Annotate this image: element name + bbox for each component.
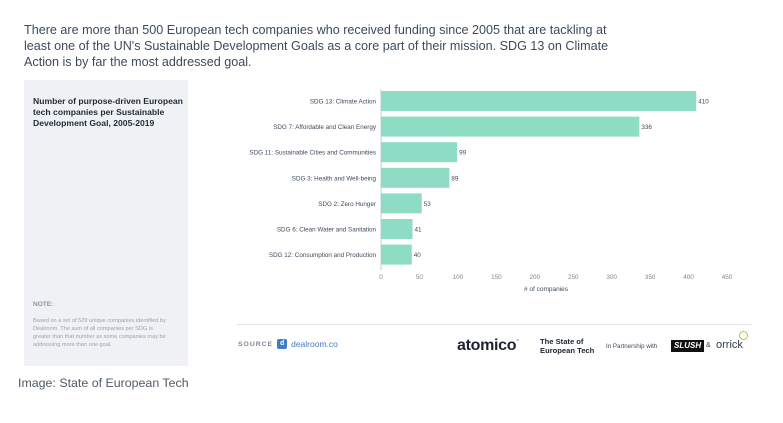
x-tick-label: 200 [530, 274, 541, 281]
bar [381, 167, 450, 188]
intro-paragraph: There are more than 500 European tech co… [24, 23, 609, 69]
x-tick-label: 100 [453, 274, 464, 281]
bar [381, 116, 640, 137]
partnership-label: In Partnership with [606, 343, 658, 350]
category-label: SDG 2: Zero Hunger [318, 201, 376, 208]
data-label: 53 [424, 201, 432, 208]
chart-title: Number of purpose-driven European tech c… [33, 96, 183, 128]
category-label: SDG 7: Affordable and Clean Energy [273, 124, 377, 131]
x-axis-label: # of companies [524, 286, 569, 293]
source-attribution: SOURCE d dealroom.co [238, 339, 338, 349]
data-label: 99 [459, 150, 467, 157]
x-tick-label: 250 [568, 274, 579, 281]
x-tick-label: 350 [645, 274, 656, 281]
note-text: Based on a set of 529 unique companies i… [33, 318, 166, 348]
x-tick-label: 450 [722, 274, 733, 281]
orrick-ring-icon [739, 331, 748, 340]
x-tick-label: 50 [416, 274, 424, 281]
category-label: SDG 12: Consumption and Production [269, 252, 377, 259]
atomico-logo: atomico◦ [457, 337, 519, 355]
report-title-line-2: European Tech [540, 346, 595, 355]
chart-side-panel [24, 80, 188, 366]
note-label: NOTE: [33, 301, 54, 308]
x-tick-label: 0 [379, 274, 383, 281]
data-label: 410 [698, 99, 709, 106]
bar [381, 142, 458, 163]
source-label: SOURCE [238, 340, 274, 348]
x-tick-label: 150 [491, 274, 502, 281]
bar [381, 91, 697, 111]
report-title-line-1: The State of [540, 337, 584, 346]
data-label: 89 [451, 175, 459, 182]
slush-logo: SLUSH [671, 340, 705, 352]
data-label: 336 [641, 124, 652, 131]
footer-divider [237, 324, 752, 325]
data-label: 41 [415, 227, 423, 234]
bar [381, 244, 412, 265]
ampersand: & [706, 342, 711, 349]
x-tick-label: 300 [606, 274, 617, 281]
bar [381, 193, 422, 214]
image-caption: Image: State of European Tech [18, 376, 189, 390]
dealroom-logo: dealroom.co [291, 339, 338, 349]
x-tick-label: 400 [683, 274, 694, 281]
category-label: SDG 11: Sustainable Cities and Communiti… [249, 150, 376, 157]
data-label: 40 [414, 252, 422, 259]
report-title-logo: The State of European Tech [540, 337, 606, 355]
dealroom-icon: d [277, 339, 288, 349]
bar [381, 219, 413, 239]
category-label: SDG 6: Clean Water and Sanitation [277, 227, 377, 234]
orrick-logo: orrick [716, 339, 743, 351]
category-label: SDG 13: Climate Action [310, 99, 377, 106]
atomico-wordmark: atomico [457, 337, 517, 354]
atomico-mark: ◦ [516, 337, 519, 344]
category-label: SDG 3: Health and Well-being [292, 175, 377, 182]
